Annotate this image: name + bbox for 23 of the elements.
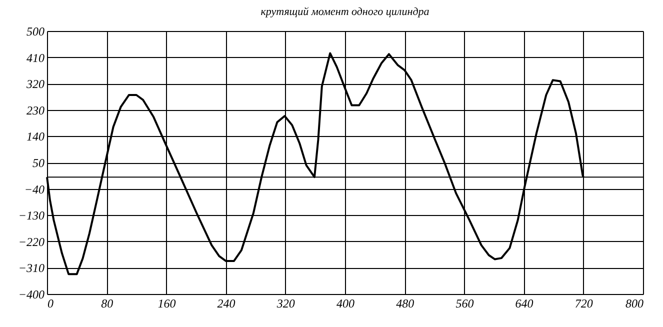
- y-tick-label: 230: [26, 103, 44, 118]
- x-tick-label: 80: [101, 296, 114, 310]
- x-tick-label: 480: [396, 296, 414, 310]
- y-tick-label: 500: [26, 24, 44, 38]
- x-tick-label: 320: [276, 296, 295, 310]
- y-tick-label: −130: [18, 208, 44, 223]
- x-tick-label: 400: [336, 296, 354, 310]
- y-tick-label: 140: [26, 130, 44, 144]
- chart-title: крутящий момент одного цилиндра: [260, 6, 430, 18]
- y-tick-label: −40: [24, 182, 44, 196]
- y-tick-label: −400: [18, 288, 44, 302]
- x-tick-label: 640: [515, 296, 534, 310]
- x-tick-label: 560: [456, 296, 474, 310]
- y-tick-label: 410: [26, 50, 44, 65]
- y-tick-label: −310: [18, 261, 44, 276]
- x-tick-label: 0: [48, 296, 54, 310]
- y-tick-label: 320: [26, 77, 44, 92]
- x-tick-label: 240: [217, 296, 236, 310]
- x-tick-label: 160: [158, 296, 176, 310]
- y-tick-label: 50: [32, 156, 44, 170]
- x-tick-label: 720: [574, 296, 593, 310]
- y-tick-label: −220: [18, 234, 44, 249]
- x-tick-label: 800: [626, 296, 644, 310]
